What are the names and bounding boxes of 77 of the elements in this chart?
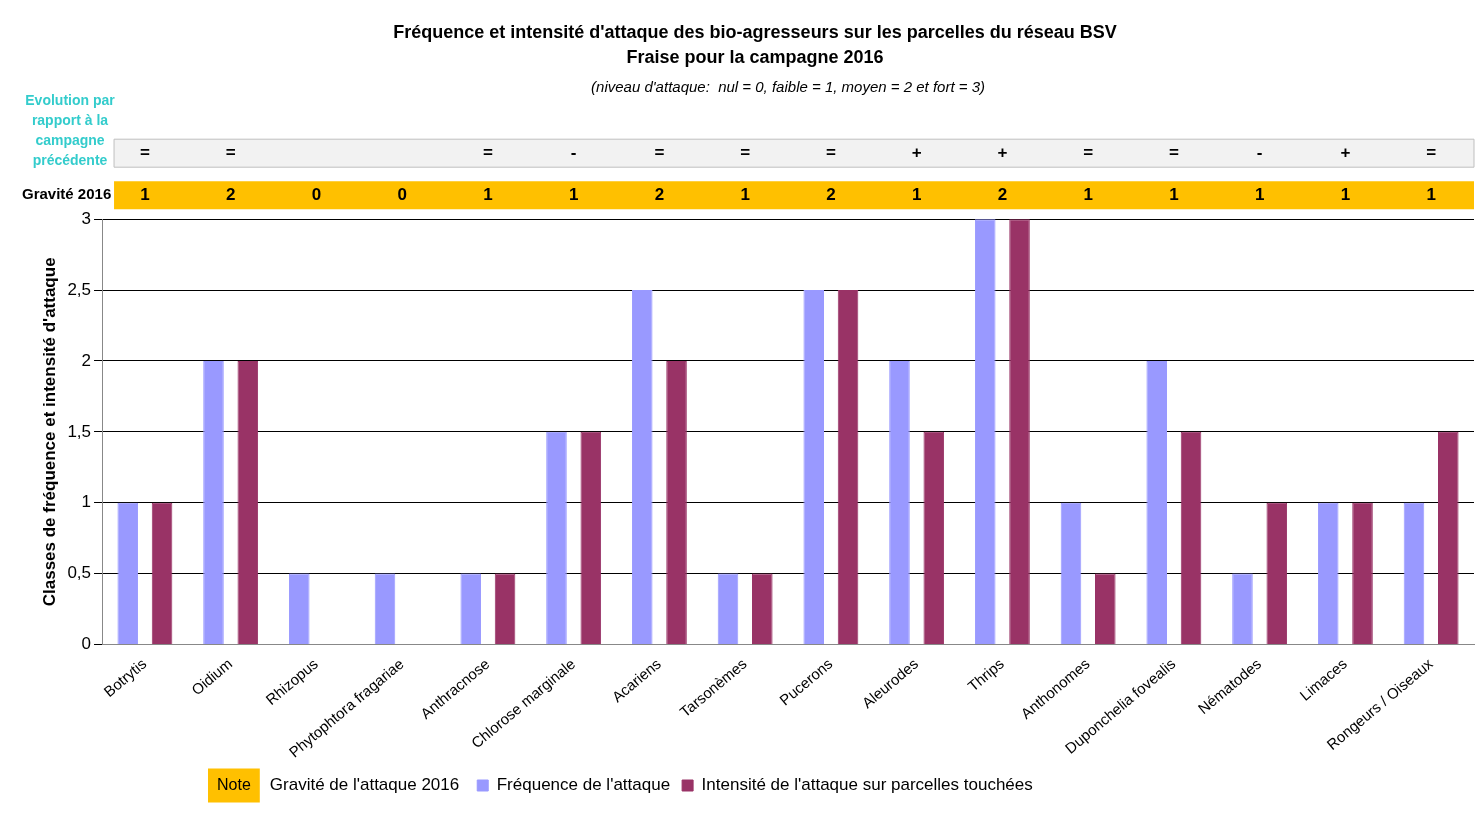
- bar: [631, 290, 653, 644]
- text: 2: [997, 184, 1008, 204]
- bar: [460, 573, 482, 644]
- text: =: [139, 142, 150, 162]
- bar: [374, 573, 396, 644]
- bar: [288, 573, 310, 644]
- bar: [803, 290, 825, 644]
- text: =: [225, 142, 236, 162]
- y-tick-label: 2: [81, 350, 92, 370]
- bar: [717, 573, 739, 644]
- text: =: [740, 142, 751, 162]
- bar: [203, 360, 224, 644]
- text: Note: [217, 775, 251, 793]
- bar: [1403, 502, 1425, 644]
- text: +: [911, 142, 922, 162]
- bar: [1352, 502, 1373, 644]
- text: -: [1256, 142, 1263, 162]
- bar: [1094, 573, 1116, 644]
- bar: [151, 502, 173, 644]
- text: 1: [483, 184, 493, 204]
- y-axis-title: Classes de fréquence et intensité d'attaque: [39, 257, 59, 607]
- y-tick-label: 0,5: [67, 563, 92, 583]
- text: 0: [397, 184, 407, 204]
- bar: [494, 573, 516, 644]
- y-tick-label: 1,5: [67, 421, 92, 441]
- bar: [237, 360, 259, 644]
- y-tick-label: 0: [81, 634, 92, 654]
- bar: [580, 431, 602, 644]
- text: 1: [1426, 184, 1436, 204]
- text: Evolution par rapport à la campagne précédente: [25, 92, 116, 169]
- text: =: [1083, 142, 1094, 162]
- bar: [666, 360, 687, 644]
- bar: [1232, 573, 1253, 644]
- text: +: [997, 142, 1008, 162]
- text: 2: [225, 184, 236, 204]
- text: 1: [1169, 184, 1179, 204]
- text: Gravité de l'attaque 2016: [269, 775, 460, 795]
- y-tick-label: 1: [81, 492, 92, 512]
- text: =: [825, 142, 836, 162]
- bar: [546, 431, 567, 644]
- bar: [923, 431, 945, 644]
- bar: [837, 290, 859, 644]
- text: 1: [1340, 184, 1351, 204]
- bar: [117, 502, 139, 644]
- legend-label: Intensité de l'attaque sur parcelles touchées: [701, 775, 1033, 795]
- text: 1: [911, 184, 922, 204]
- y-tick-label: 2,5: [67, 279, 92, 299]
- chart-subtitle: Fraise pour la campagne 2016: [626, 47, 884, 68]
- bar: [1180, 431, 1202, 644]
- text: =: [654, 142, 665, 162]
- bar: [1146, 360, 1168, 644]
- text: =: [482, 142, 493, 162]
- text: =: [1168, 142, 1179, 162]
- bar: [1437, 431, 1459, 644]
- text: 2: [826, 184, 836, 204]
- text: 1: [568, 184, 579, 204]
- text: 1: [1254, 184, 1265, 204]
- bar: [974, 219, 996, 644]
- text: 0: [311, 184, 322, 204]
- chart-title: Fréquence et intensité d'attaque des bio-agresseurs sur les parcelles du réseau BSV: [393, 21, 1117, 42]
- text: -: [570, 142, 577, 162]
- y-tick-label: 3: [81, 208, 92, 228]
- text: =: [1426, 142, 1437, 162]
- bar: [889, 360, 910, 644]
- bar: [752, 573, 773, 644]
- bar: [1060, 502, 1082, 644]
- text: 1: [140, 184, 150, 204]
- text: Gravité 2016: [22, 185, 112, 203]
- bar: [1009, 219, 1030, 644]
- bar: [1317, 502, 1339, 644]
- bar: [1266, 502, 1288, 644]
- text: 2: [654, 184, 665, 204]
- legend-label: Fréquence de l'attaque: [496, 775, 671, 795]
- text: 1: [1083, 184, 1093, 204]
- text: +: [1340, 142, 1351, 162]
- text: (niveau d'attaque: nul = 0, faible = 1, moyen = 2 et fort = 3): [591, 78, 985, 96]
- text: 1: [740, 184, 750, 204]
